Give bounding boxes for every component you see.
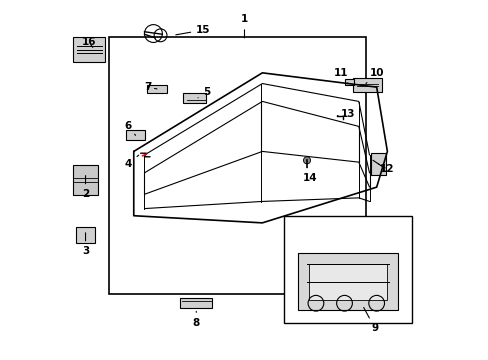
Text: 5: 5 xyxy=(198,87,210,98)
FancyBboxPatch shape xyxy=(73,165,98,195)
Text: 6: 6 xyxy=(124,121,135,135)
FancyBboxPatch shape xyxy=(353,78,381,93)
Text: 12: 12 xyxy=(379,164,394,174)
Text: 3: 3 xyxy=(82,233,89,256)
Text: 11: 11 xyxy=(333,68,347,84)
Circle shape xyxy=(303,157,310,164)
FancyBboxPatch shape xyxy=(76,227,95,243)
FancyBboxPatch shape xyxy=(283,216,411,323)
Text: 10: 10 xyxy=(365,68,383,84)
FancyBboxPatch shape xyxy=(147,85,166,93)
Text: 15: 15 xyxy=(175,25,210,35)
Text: 14: 14 xyxy=(303,167,317,183)
Text: 8: 8 xyxy=(192,311,200,328)
Text: 9: 9 xyxy=(363,307,378,333)
Text: 7: 7 xyxy=(144,82,157,92)
Text: 2: 2 xyxy=(82,176,89,199)
FancyBboxPatch shape xyxy=(73,37,105,62)
Text: 4: 4 xyxy=(124,155,139,169)
FancyBboxPatch shape xyxy=(345,78,354,85)
Text: 13: 13 xyxy=(337,109,355,119)
FancyBboxPatch shape xyxy=(108,37,365,294)
FancyBboxPatch shape xyxy=(370,153,385,175)
FancyBboxPatch shape xyxy=(298,253,397,310)
FancyBboxPatch shape xyxy=(308,264,386,300)
FancyBboxPatch shape xyxy=(180,298,212,308)
Text: 16: 16 xyxy=(81,37,96,48)
Text: 1: 1 xyxy=(241,14,247,38)
FancyBboxPatch shape xyxy=(125,130,145,140)
FancyBboxPatch shape xyxy=(183,93,205,103)
